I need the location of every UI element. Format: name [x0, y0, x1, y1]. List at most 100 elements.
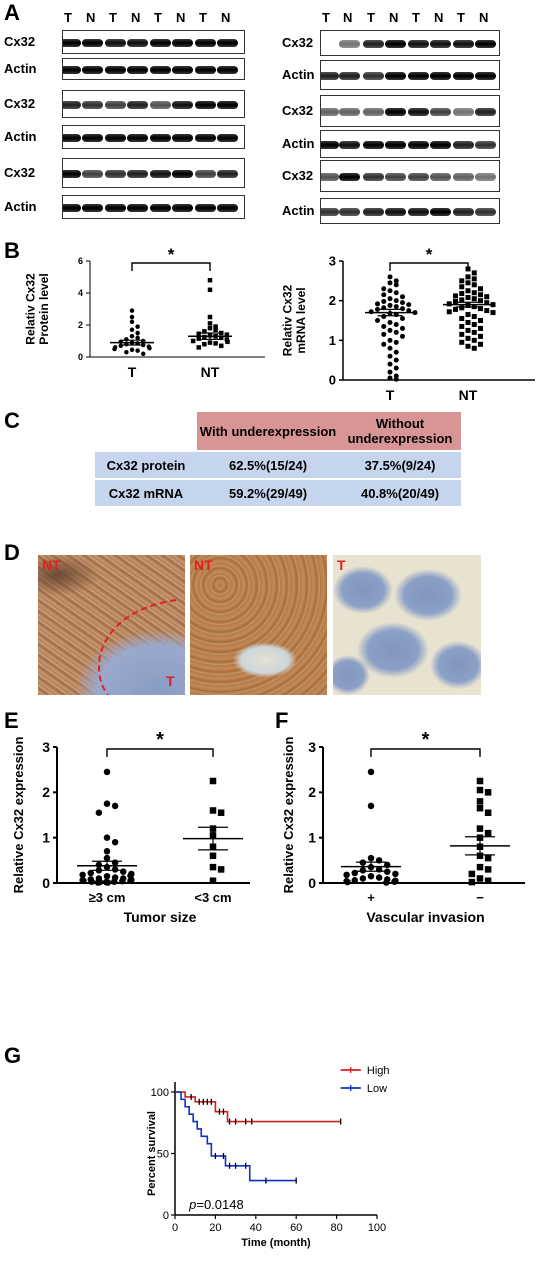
data-point — [207, 287, 213, 293]
table-header-with: With underexpression — [197, 412, 339, 451]
blot-strip — [320, 130, 500, 158]
blot-band — [127, 170, 148, 178]
data-point — [387, 337, 393, 343]
blot-band — [150, 101, 171, 109]
vascular-invasion-scatter-chart: 0 1 2 3 Relative Cx32 expression + − Vascular i… — [281, 729, 525, 925]
data-point — [196, 336, 201, 341]
data-point — [141, 342, 146, 348]
data-point — [119, 877, 126, 885]
data-point — [459, 331, 465, 337]
blot-strip — [62, 58, 245, 80]
blot-band — [82, 204, 103, 212]
data-point — [381, 292, 387, 298]
lane-label: T — [199, 10, 207, 25]
x-axis-label: Vascular invasion — [366, 909, 484, 925]
blot-band — [63, 134, 81, 142]
lane-label: N — [479, 10, 489, 25]
blot-band — [453, 173, 474, 181]
blot-strip — [62, 195, 245, 219]
actin-row-label: Actin — [282, 136, 315, 151]
data-point — [207, 314, 213, 320]
blot-band — [63, 66, 81, 74]
data-point — [383, 879, 390, 886]
x-tick-label: 0 — [172, 1222, 178, 1234]
data-point — [459, 316, 465, 322]
data-point — [392, 870, 399, 878]
blot-band — [63, 39, 81, 47]
data-point — [209, 807, 217, 814]
blot-band — [339, 72, 360, 80]
data-point — [217, 866, 225, 873]
blot-band — [385, 72, 406, 80]
blot-band — [150, 204, 171, 212]
data-point — [476, 825, 484, 832]
blot-band — [63, 204, 81, 212]
data-point — [381, 331, 387, 337]
blot-band — [408, 40, 429, 48]
data-point — [490, 310, 496, 316]
data-point — [351, 877, 358, 884]
data-point — [219, 335, 224, 341]
lane-label: T — [154, 10, 162, 25]
significance-bracket — [106, 748, 214, 757]
blot-band — [172, 134, 193, 142]
data-point — [225, 339, 230, 345]
data-point — [459, 291, 465, 297]
data-point — [465, 294, 471, 300]
y-tick-label: 4 — [78, 288, 83, 298]
data-point — [476, 875, 484, 882]
data-point — [129, 327, 135, 333]
blot-band — [475, 208, 496, 216]
actin-row-label: Actin — [282, 67, 315, 82]
ihc-image-1: NT T — [38, 555, 185, 695]
data-point — [465, 335, 471, 341]
blot-band — [363, 173, 384, 181]
actin-row-label: Actin — [4, 199, 37, 214]
data-point — [387, 369, 393, 375]
category-label: + — [367, 890, 375, 905]
blot-band — [105, 101, 126, 109]
lane-label: T — [322, 10, 330, 25]
data-point — [453, 293, 458, 299]
data-point — [190, 338, 196, 344]
lane-label: T — [412, 10, 420, 25]
data-point — [478, 286, 483, 292]
blot-band — [453, 40, 474, 48]
blot-strip — [62, 125, 245, 149]
data-point — [459, 297, 465, 303]
blot-band — [408, 108, 429, 116]
data-point — [209, 777, 217, 785]
y-tick-label: 0 — [329, 373, 336, 388]
blot-band — [363, 40, 384, 48]
data-point — [400, 300, 405, 306]
data-point — [207, 277, 213, 283]
data-point — [387, 288, 393, 294]
blot-band — [63, 101, 81, 109]
data-point — [400, 333, 405, 339]
data-point — [387, 302, 393, 308]
blot-band — [105, 66, 126, 74]
lane-label: T — [367, 10, 375, 25]
data-point — [476, 852, 484, 860]
survival-curve-chart: 0 50 100 0 20 40 60 80 100 Percent survival Time (… — [146, 1065, 390, 1249]
lane-label: N — [131, 10, 141, 25]
data-point — [135, 335, 140, 341]
data-point — [94, 879, 102, 886]
cx32-row-label: Cx32 — [4, 96, 36, 111]
actin-row-label: Actin — [4, 61, 37, 76]
data-point — [484, 789, 492, 796]
data-point — [393, 365, 399, 371]
blot-band — [82, 66, 103, 74]
data-point — [393, 321, 399, 327]
data-point — [446, 309, 452, 315]
y-axis-label: Relativ Cx32mRNA level — [280, 284, 308, 356]
significance-bracket — [131, 262, 211, 271]
data-point — [141, 351, 146, 357]
blot-band — [150, 66, 171, 74]
data-point — [219, 343, 224, 349]
data-point — [484, 854, 492, 862]
table-cell: 59.2%(29/49) — [197, 478, 339, 506]
data-point — [209, 852, 217, 860]
blot-band — [385, 40, 406, 48]
data-point — [393, 339, 399, 345]
